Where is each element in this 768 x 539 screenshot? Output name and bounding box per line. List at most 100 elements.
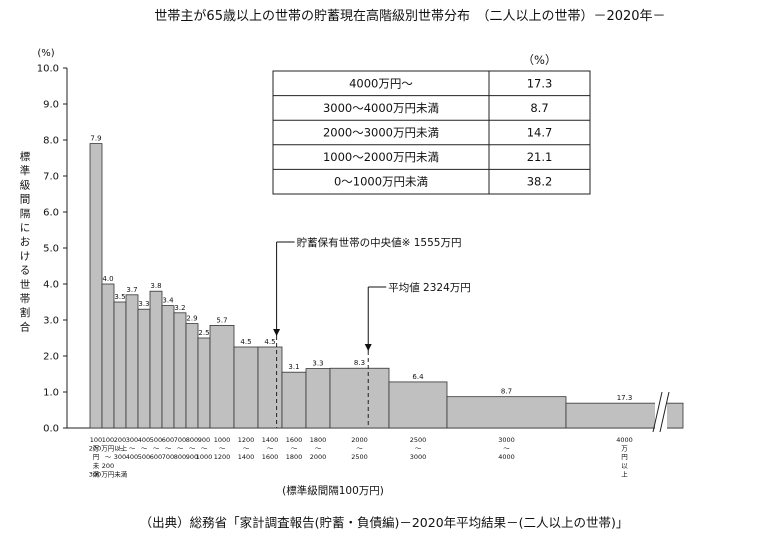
data-label: 4.0	[102, 275, 113, 283]
data-label: 7.9	[90, 135, 101, 143]
x-tick-label-line: 300万円未満	[89, 469, 128, 478]
x-tick-label-line: 万	[621, 445, 628, 453]
data-label: 3.3	[138, 300, 149, 308]
x-tick-label-line: 500	[138, 453, 150, 461]
x-tick-label: 700～800	[174, 436, 186, 461]
x-tick-label-line: 1400	[238, 453, 255, 461]
y-axis-label-char: け	[20, 250, 31, 262]
data-label: 4.5	[264, 338, 275, 346]
x-tick-label-line: 800	[174, 453, 186, 461]
x-tick-label-line: 1800	[286, 453, 303, 461]
y-tick-label: 5.0	[43, 244, 59, 255]
data-label: 5.7	[216, 316, 227, 324]
bar	[89, 143, 103, 429]
x-tick-label-line: 1200	[214, 453, 231, 461]
x-tick-label: 1400～1600	[262, 436, 279, 461]
y-axis-label-char: 帯	[20, 292, 31, 305]
bar	[137, 308, 151, 429]
y-tick-label: 10.0	[37, 64, 59, 75]
data-label: 3.3	[312, 360, 323, 368]
data-label: 8.3	[354, 359, 365, 367]
bar	[113, 301, 127, 429]
x-tick-label: 1000～1200	[214, 436, 231, 461]
x-tick-label-line: 4000	[498, 453, 515, 461]
y-axis-label-char: 世	[20, 279, 31, 291]
x-tick-label-line: 1000	[196, 453, 213, 461]
data-label: 3.7	[126, 286, 137, 294]
y-tick-label: 4.0	[43, 280, 59, 291]
x-tick-label-line: 3000	[410, 453, 427, 461]
bar	[257, 346, 283, 429]
x-tick-label-line: ～	[243, 445, 250, 453]
y-tick-label: 2.0	[43, 352, 59, 363]
x-tick-label-line: ～	[267, 445, 274, 453]
x-tick-label-line: 2500	[351, 453, 368, 461]
bars: 7.94.03.53.73.33.83.43.22.92.55.74.5 4.53…	[89, 135, 684, 433]
table-row-label: 1000～2000万円未満	[323, 150, 439, 164]
y-tick-label: 1.0	[43, 388, 59, 399]
data-label: 3.4	[162, 297, 174, 305]
bar	[305, 368, 331, 429]
x-tick-label-line: 600	[162, 436, 174, 444]
x-tick-label-line: 1400	[262, 436, 279, 444]
x-tick-label-line: 以	[621, 462, 628, 470]
data-label: 17.3	[617, 394, 633, 402]
table-row-label: 0～1000万円未満	[334, 175, 428, 189]
marker: 貯蓄保有世帯の中央値※ 1555万円	[273, 236, 461, 428]
data-label: 2.9	[186, 315, 197, 323]
data-label: 3.5	[114, 293, 125, 301]
y-tick-label: 3.0	[43, 316, 59, 327]
x-tick-label-line: 400	[138, 436, 150, 444]
y-axis-label-char: お	[20, 236, 31, 248]
data-label: 4.5	[240, 338, 251, 346]
x-tick-label-line: ～	[219, 445, 226, 453]
x-tick-label-line: 上	[621, 469, 628, 478]
table-unit: （%）	[523, 53, 557, 67]
axis-break-line	[652, 391, 663, 433]
marker-label: 貯蓄保有世帯の中央値※ 1555万円	[297, 236, 462, 249]
axis-break	[652, 391, 670, 433]
x-tick-label-line: ～	[315, 445, 322, 453]
x-tick-label-line: ～	[177, 445, 184, 453]
data-label: 6.4	[412, 373, 424, 381]
x-tick-label-line: 3000	[498, 436, 515, 444]
table-row-label: 3000～4000万円未満	[323, 101, 439, 115]
x-tick-label-line: 満	[93, 470, 100, 478]
marker-arrow-head	[273, 329, 281, 336]
bar	[233, 346, 259, 429]
x-tick-label-line: 200	[102, 462, 114, 470]
x-tick-label-line: 600	[150, 453, 162, 461]
table-row-label: 4000万円～	[349, 76, 413, 90]
table-row-value: 38.2	[527, 175, 553, 189]
y-axis-label-char: 級	[20, 178, 31, 191]
axis-break-line	[659, 391, 670, 433]
bar	[125, 294, 139, 429]
x-tick-label-line: 900	[198, 436, 210, 444]
x-tick-label-line: 100	[102, 436, 114, 444]
x-tick-label: 2500～3000	[410, 436, 427, 461]
x-axis-tick-labels: 100万円未満100200万円以上～200300万円未満200～300300～4…	[89, 436, 633, 478]
table-row-label: 2000～3000万円未満	[323, 126, 439, 140]
y-axis-unit: (%)	[37, 48, 54, 59]
x-tick-label-line: ～	[201, 445, 208, 453]
x-tick-label: 200～300	[114, 436, 126, 461]
x-tick-label: 600～700	[162, 436, 174, 461]
x-tick-label-line: 1600	[286, 436, 303, 444]
x-tick-label-line: 300	[126, 436, 138, 444]
bar	[197, 337, 211, 429]
y-axis-label-char: る	[20, 265, 31, 277]
x-tick-label: 300～400	[126, 436, 138, 461]
table-row-value: 21.1	[527, 150, 553, 164]
chart-title: 世帯主が65歳以上の世帯の貯蓄現在高階級別世帯分布 （二人以上の世帯）－2020…	[154, 8, 665, 24]
y-tick-label: 8.0	[43, 136, 59, 147]
y-axis-label-char: 準	[20, 164, 31, 177]
x-tick-label-line: ～	[165, 445, 172, 453]
data-label: 2.5	[198, 329, 209, 337]
x-tick-label-line: 万	[93, 445, 100, 453]
x-tick-label-line: 200万円以上	[89, 444, 128, 453]
x-axis-label: (標準級間隔100万円)	[282, 484, 384, 497]
